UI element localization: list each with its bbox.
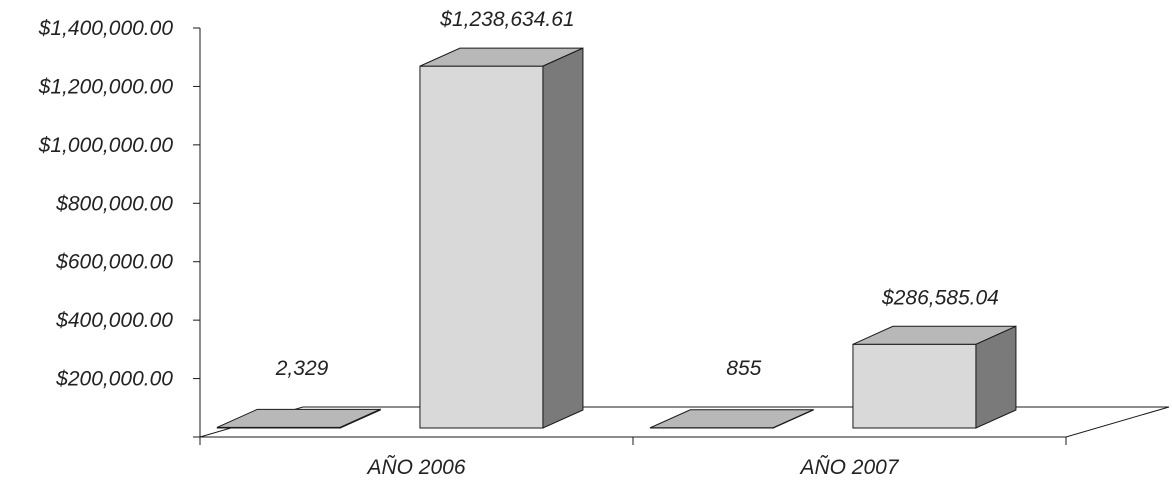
bar-side bbox=[772, 408, 814, 429]
y-tick-label: $400,000.00 bbox=[55, 309, 173, 332]
bar-front bbox=[419, 65, 544, 429]
y-tick-label: $1,200,000.00 bbox=[38, 75, 174, 98]
y-tick-label: $200,000.00 bbox=[55, 368, 173, 391]
bar-side bbox=[975, 325, 1017, 429]
y-tick-label: $1,000,000.00 bbox=[38, 134, 174, 157]
data-labels: 2,329 $1,238,634.61 855 $286,585.04 bbox=[275, 8, 999, 380]
bar-series-2-1 bbox=[419, 47, 584, 429]
data-label: 855 bbox=[726, 357, 761, 380]
bar-front bbox=[852, 343, 977, 429]
data-label: $286,585.04 bbox=[881, 286, 999, 309]
bar-series-1-1 bbox=[216, 408, 381, 429]
x-category-label: AÑO 2006 bbox=[365, 455, 465, 479]
chart-bars bbox=[216, 47, 1017, 429]
bar-side bbox=[339, 408, 381, 429]
bar-side bbox=[542, 47, 584, 429]
data-label: 2,329 bbox=[275, 357, 329, 380]
y-tick-label: $1,400,000.00 bbox=[38, 17, 174, 40]
data-label: $1,238,634.61 bbox=[439, 8, 574, 31]
bar-series-2-2 bbox=[852, 325, 1017, 429]
bar-series-1-2 bbox=[649, 408, 814, 429]
category-labels: AÑO 2006 AÑO 2007 bbox=[365, 455, 899, 479]
y-tick-label: $600,000.00 bbox=[55, 251, 173, 274]
x-category-label: AÑO 2007 bbox=[798, 455, 899, 479]
chart-axes bbox=[193, 28, 1170, 445]
y-tick-labels: $1,400,000.00 $1,200,000.00 $1,000,000.00 $… bbox=[38, 17, 200, 391]
y-tick-label: $800,000.00 bbox=[55, 192, 173, 215]
